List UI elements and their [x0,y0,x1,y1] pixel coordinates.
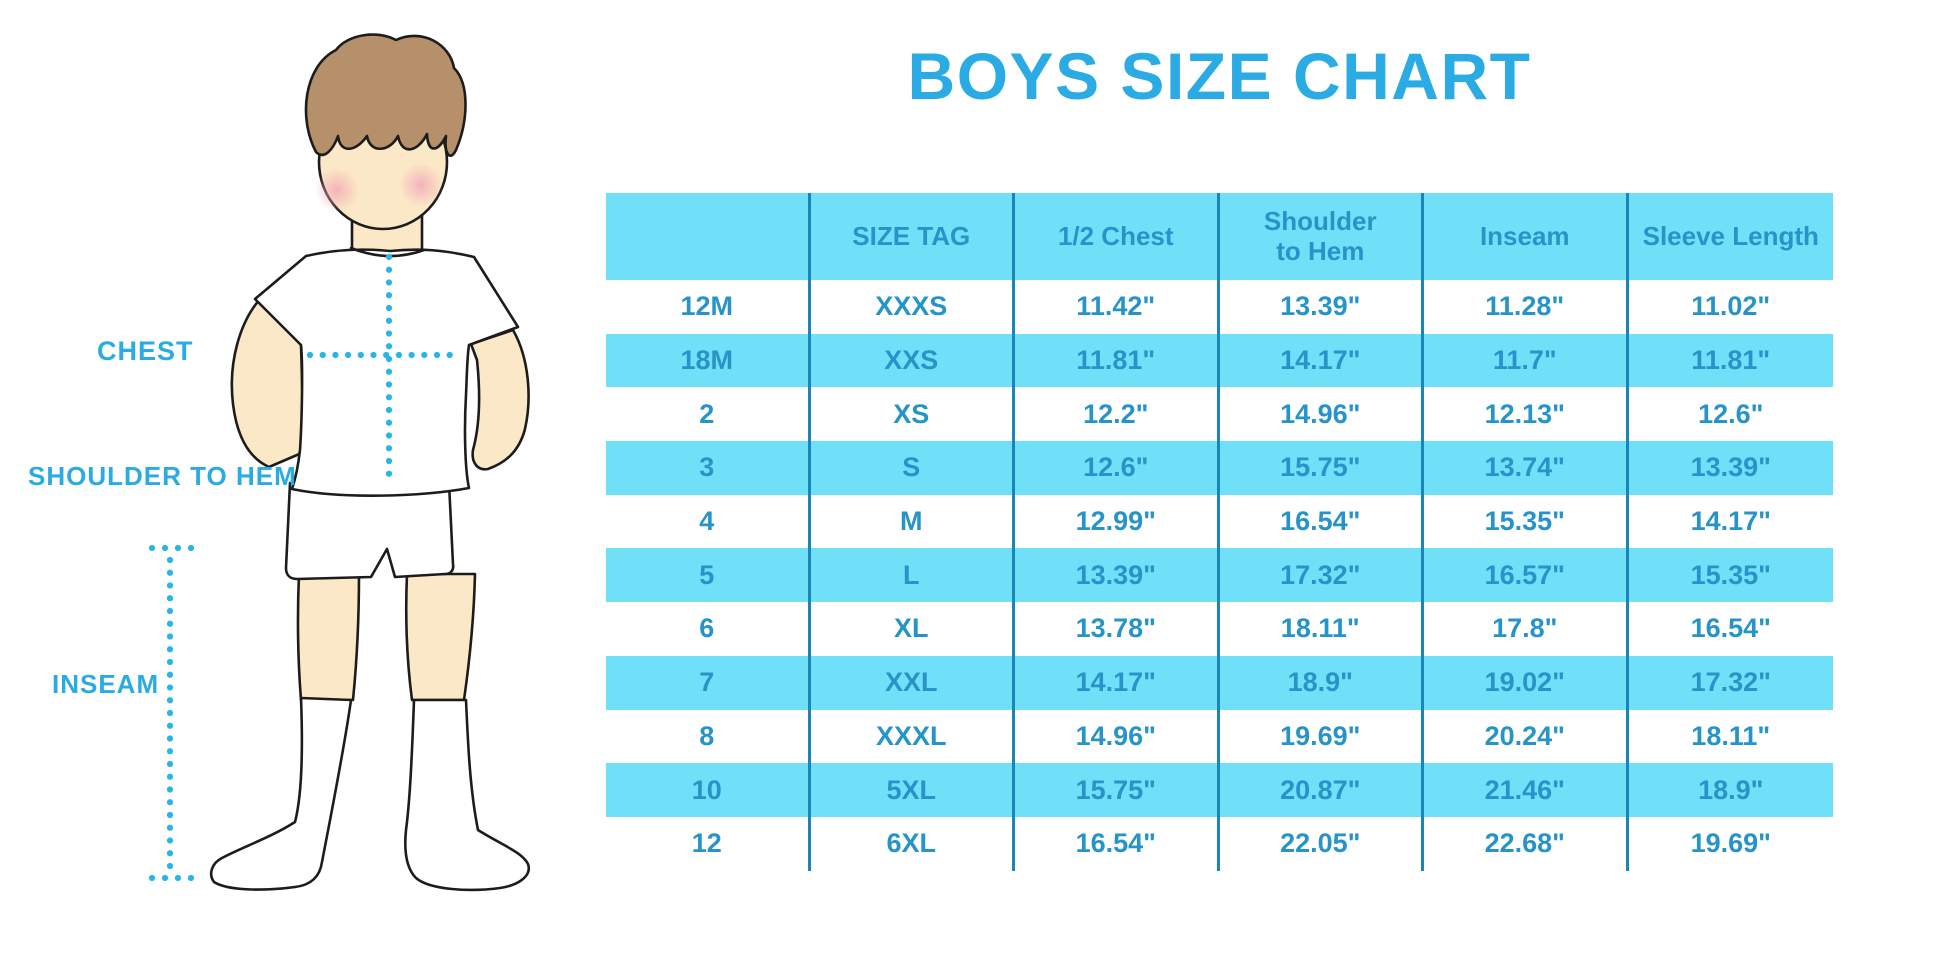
size-table-header-cell: 1/2 Chest [1015,193,1220,280]
size-table-cell: 19.69" [1219,709,1424,764]
size-table-header-cell: Inseam [1424,193,1629,280]
size-table-cell: 18.11" [1628,709,1833,764]
size-table-cell: 19.69" [1628,816,1833,871]
size-table-cell: 13.78" [1015,602,1220,656]
size-table-cell: 14.96" [1015,709,1220,764]
boy-hair [304,33,467,157]
size-table-cell: 18.9" [1219,655,1424,710]
size-table-cell: 11.81" [1628,333,1833,388]
chest-measure-line [306,351,453,359]
size-row-label: 6 [606,602,811,656]
page-title: BOYS SIZE CHART [907,39,1532,113]
boy-measurement-illustration [148,33,531,892]
size-table-cell: 14.96" [1219,387,1424,442]
size-table-cell: 17.8" [1424,602,1629,656]
size-table-cell: 18.9" [1628,763,1833,817]
size-table-cell: 14.17" [1219,333,1424,388]
size-row-label: 2 [606,387,811,442]
size-table-cell: 14.17" [1015,655,1220,710]
size-table-cell: 6XL [810,816,1015,871]
size-table-header-cell: Shoulder to Hem [1219,193,1424,280]
size-table-cell: 13.39" [1015,548,1220,603]
size-table-cell: 11.81" [1015,333,1220,388]
size-table-cell: 20.24" [1424,709,1629,764]
size-row-label: 12 [606,816,811,871]
size-table-cell: 16.54" [1219,494,1424,549]
size-row-label: 18M [606,333,811,388]
size-row-label: 12M [606,280,811,334]
boy-left-sock [209,696,353,891]
size-table-header-cell [606,193,811,280]
size-table-cell: 12.6" [1015,441,1220,495]
size-table: SIZE TAG 1/2 Chest Shoulder to Hem Inseam Sl… [606,193,1833,871]
size-table-cell: 11.28" [1424,280,1629,334]
size-table-cell: M [810,494,1015,549]
boy-left-leg [296,572,361,702]
size-table-cell: 15.35" [1424,494,1629,549]
size-table-cell: 20.87" [1219,763,1424,817]
size-table-cell: 15.75" [1219,441,1424,495]
size-row-label: 10 [606,763,811,817]
size-table-cell: 14.17" [1628,494,1833,549]
size-table-cell: 12.2" [1015,387,1220,442]
boy-figure [209,33,531,892]
size-table-cell: XXL [810,655,1015,710]
size-table-header-cell: SIZE TAG [810,193,1015,280]
size-table-cell: S [810,441,1015,495]
size-table-cell: 5XL [810,763,1015,817]
size-table-cell: 12.99" [1015,494,1220,549]
size-table-cell: 13.39" [1628,441,1833,495]
shoulder-hem-measure-line [385,253,393,477]
size-table-header-cell: Sleeve Length [1628,193,1833,280]
size-table-cell: 22.68" [1424,816,1629,871]
size-table-cell: 11.42" [1015,280,1220,334]
size-table-cell: XL [810,602,1015,656]
size-table-cell: 17.32" [1628,655,1833,710]
size-table-cell: L [810,548,1015,603]
size-table-cell: 15.35" [1628,548,1833,603]
size-row-label: 4 [606,494,811,549]
size-row-label: 8 [606,709,811,764]
inseam-label: INSEAM [52,669,160,699]
size-table-cell: 11.7" [1424,333,1629,388]
size-table-cell: 21.46" [1424,763,1629,817]
size-row-label: 3 [606,441,811,495]
size-row-label: 5 [606,548,811,603]
boy-left-cheek [315,168,359,212]
size-table-cell: XXXS [810,280,1015,334]
boy-left-arm [230,297,306,469]
size-table-cell: 22.05" [1219,816,1424,871]
shoulder-to-hem-label: SHOULDER TO HEM [28,461,297,491]
boy-shorts [284,481,455,581]
size-table-cell: XXXL [810,709,1015,764]
size-table-cell: 19.02" [1424,655,1629,710]
size-table-cell: 13.39" [1219,280,1424,334]
inseam-measure-line [148,544,195,882]
size-table-cell: 18.11" [1219,602,1424,656]
size-table-cell: 11.02" [1628,280,1833,334]
size-table-cell: 16.57" [1424,548,1629,603]
size-table-cell: 17.32" [1219,548,1424,603]
boy-right-leg [404,572,477,702]
boy-right-arm [469,328,530,471]
size-table-cell: XS [810,387,1015,442]
size-table-cell: XXS [810,333,1015,388]
size-table-cell: 12.6" [1628,387,1833,442]
size-table-cell: 16.54" [1628,602,1833,656]
boy-right-cheek [399,163,443,207]
boy-right-sock [404,698,531,892]
size-row-label: 7 [606,655,811,710]
size-table-cell: 16.54" [1015,816,1220,871]
size-table-cell: 12.13" [1424,387,1629,442]
size-table-cell: 15.75" [1015,763,1220,817]
size-table-cell: 13.74" [1424,441,1629,495]
chest-label: CHEST [97,336,194,366]
